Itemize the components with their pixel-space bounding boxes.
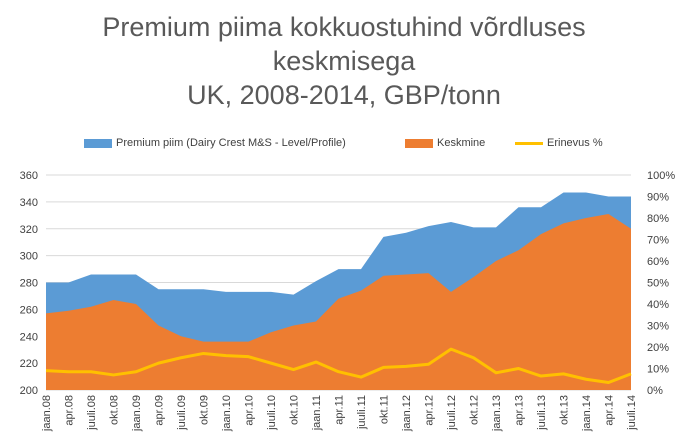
x-tick-5: apr.09 [154, 395, 166, 426]
legend-label-premium: Premium piim (Dairy Crest M&S - Level/Pr… [116, 137, 346, 149]
y-right-tick-2: 20% [647, 342, 669, 354]
x-tick-13: apr.11 [334, 395, 346, 425]
legend-swatch-premium [84, 138, 112, 148]
x-tick-21: apr.13 [514, 395, 526, 426]
x-tick-12: jaan.11 [311, 395, 323, 431]
y-left-tick-0: 200 [20, 385, 38, 397]
y-right-tick-7: 70% [647, 235, 669, 247]
x-tick-2: juuli.08 [86, 395, 98, 431]
x-tick-8: jaan.10 [221, 395, 233, 432]
y-right-tick-6: 60% [647, 256, 669, 268]
legend-label-average: Keskmine [437, 137, 486, 149]
series-area-average [46, 213, 631, 390]
y-right-tick-10: 100% [647, 170, 675, 182]
x-tick-14: juuli.11 [356, 395, 368, 430]
y-left-tick-1: 220 [20, 358, 38, 370]
chart-legend: Premium piim (Dairy Crest M&S - Level/Pr… [0, 137, 688, 155]
y-left-tick-5: 300 [20, 251, 38, 263]
y-right-tick-3: 30% [647, 321, 669, 333]
y-left-tick-2: 240 [20, 331, 38, 343]
legend-swatch-average [405, 138, 433, 148]
x-tick-19: okt.12 [469, 395, 481, 425]
x-tick-3: okt.08 [109, 395, 121, 425]
y-right-tick-8: 80% [647, 213, 669, 225]
y-right-tick-1: 10% [647, 364, 669, 376]
legend-label-diff: Erinevus % [547, 137, 603, 149]
legend-item-average: Keskmine [405, 137, 485, 149]
x-tick-23: okt.13 [559, 395, 571, 425]
y-right-tick-5: 50% [647, 278, 669, 290]
x-tick-9: apr.10 [244, 395, 256, 426]
y-left-tick-6: 320 [20, 224, 38, 236]
legend-swatch-diff [515, 141, 543, 145]
x-tick-24: jaan.14 [581, 395, 593, 432]
legend-item-premium: Premium piim (Dairy Crest M&S - Level/Pr… [84, 137, 346, 149]
x-tick-4: jaan.09 [131, 395, 143, 432]
x-tick-15: okt.11 [379, 395, 391, 424]
x-tick-6: juuli.09 [176, 395, 188, 431]
y-left-tick-3: 260 [20, 304, 38, 316]
x-tick-16: jaan.12 [401, 395, 413, 432]
x-tick-10: juuli.10 [266, 395, 278, 431]
x-tick-26: juuli.14 [626, 395, 638, 431]
x-tick-11: okt.10 [289, 395, 301, 425]
y-right-tick-4: 40% [647, 299, 669, 311]
x-tick-0: jaan.08 [41, 395, 53, 432]
y-right-tick-9: 90% [647, 192, 669, 204]
x-tick-18: juuli.12 [446, 395, 458, 431]
y-right-tick-0: 0% [647, 385, 663, 397]
y-left-tick-4: 280 [20, 278, 38, 290]
chart-title-line-3: UK, 2008-2014, GBP/tonn [187, 80, 501, 110]
legend-item-diff: Erinevus % [515, 137, 603, 149]
chart-title: Premium piima kokkuostuhind võrdluses ke… [0, 10, 688, 112]
x-tick-7: okt.09 [199, 395, 211, 425]
x-tick-1: apr.08 [64, 395, 76, 426]
y-left-tick-8: 360 [20, 170, 38, 182]
x-tick-20: jaan.13 [491, 395, 503, 432]
series-line-diff [45, 347, 632, 384]
chart-title-line-2: keskmisega [272, 46, 416, 76]
chart-title-line-1: Premium piima kokkuostuhind võrdluses [102, 12, 586, 42]
y-left-tick-7: 340 [20, 197, 38, 209]
x-tick-17: apr.12 [424, 395, 436, 426]
x-tick-22: juuli.13 [536, 395, 548, 431]
x-tick-25: apr.14 [604, 395, 616, 426]
